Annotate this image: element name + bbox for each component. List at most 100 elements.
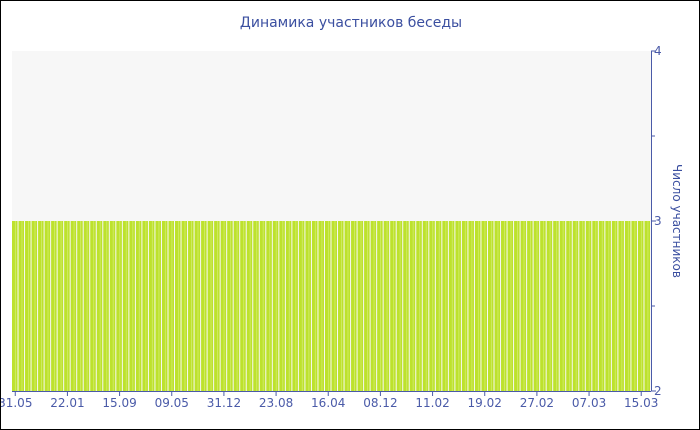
bar [168, 221, 175, 391]
bar [175, 221, 181, 391]
bar-highlight [536, 221, 538, 391]
bar [201, 221, 207, 391]
bar [194, 221, 201, 391]
bar-highlight [543, 221, 545, 391]
bar [409, 221, 416, 391]
bar-highlight [327, 221, 329, 391]
y-tick-label: 2 [654, 384, 662, 398]
bar-highlight [177, 221, 179, 391]
bar [116, 221, 122, 391]
bar [31, 221, 38, 391]
bar [83, 221, 90, 391]
bar [390, 221, 396, 391]
bar [474, 221, 481, 391]
bar-highlight [647, 221, 649, 391]
bar-highlight [367, 221, 369, 391]
bar [246, 221, 253, 391]
bar [240, 221, 246, 391]
bar-highlight [569, 221, 571, 391]
bar-highlight [621, 221, 623, 391]
x-tick-label: 22.01 [50, 396, 84, 410]
bar [351, 221, 357, 391]
bar-highlight [510, 221, 512, 391]
bar [285, 221, 292, 391]
bar [292, 221, 298, 391]
bar-highlight [41, 221, 43, 391]
bar [566, 221, 572, 391]
bar-highlight [640, 221, 642, 391]
bar [553, 221, 559, 391]
bar-highlight [340, 221, 342, 391]
bar-highlight [471, 221, 473, 391]
bar-highlight [301, 221, 303, 391]
bar-highlight [230, 221, 232, 391]
x-tick-label: 15.03 [624, 396, 658, 410]
bar-highlight [380, 221, 382, 391]
bar-highlight [54, 221, 56, 391]
bar-highlight [138, 221, 140, 391]
bar [468, 221, 474, 391]
bar [70, 221, 77, 391]
bar-highlight [477, 221, 479, 391]
bar-highlight [582, 221, 584, 391]
bar-highlight [269, 221, 271, 391]
bar-highlight [432, 221, 434, 391]
bar [416, 221, 422, 391]
bar-highlight [99, 221, 101, 391]
x-tick-label: 08.12 [363, 396, 397, 410]
bar [448, 221, 455, 391]
bar [18, 221, 25, 391]
bar [220, 221, 227, 391]
bar [259, 221, 266, 391]
bar-highlight [608, 221, 610, 391]
bar-highlight [497, 221, 499, 391]
bar [142, 221, 148, 391]
bar [331, 221, 338, 391]
bar [396, 221, 403, 391]
bar-highlight [47, 221, 49, 391]
bar-highlight [243, 221, 245, 391]
x-tick-label: 07.03 [572, 396, 606, 410]
bar [611, 221, 618, 391]
bar-highlight [445, 221, 447, 391]
bar-highlight [34, 221, 36, 391]
bar-highlight [575, 221, 577, 391]
bar-highlight [360, 221, 362, 391]
bar-highlight [27, 221, 29, 391]
bar-highlight [353, 221, 355, 391]
bar-highlight [93, 221, 95, 391]
bar [377, 221, 383, 391]
bar-highlight [145, 221, 147, 391]
bar-highlight [86, 221, 88, 391]
y-tick-label: 4 [654, 44, 662, 58]
bar [344, 221, 351, 391]
bar-highlight [60, 221, 62, 391]
bar [272, 221, 279, 391]
bar [527, 221, 533, 391]
bar-highlight [67, 221, 69, 391]
bar-highlight [412, 221, 414, 391]
x-tick-label: 09.05 [155, 396, 189, 410]
bar [644, 221, 650, 391]
bar-highlight [634, 221, 636, 391]
y-tick-label: 3 [654, 214, 662, 228]
bar-highlight [530, 221, 532, 391]
bar-highlight [556, 221, 558, 391]
bar [12, 221, 18, 391]
bar-highlight [125, 221, 127, 391]
x-tick-label: 16.04 [311, 396, 345, 410]
bar [135, 221, 142, 391]
bar [370, 221, 377, 391]
bar [364, 221, 370, 391]
bar [481, 221, 487, 391]
bar [318, 221, 324, 391]
bar-highlight [262, 221, 264, 391]
bar [103, 221, 109, 391]
bar [77, 221, 83, 391]
bar-highlight [282, 221, 284, 391]
bar-highlight [484, 221, 486, 391]
bar [585, 221, 592, 391]
bar-highlight [393, 221, 395, 391]
x-tick-label: 31.12 [207, 396, 241, 410]
